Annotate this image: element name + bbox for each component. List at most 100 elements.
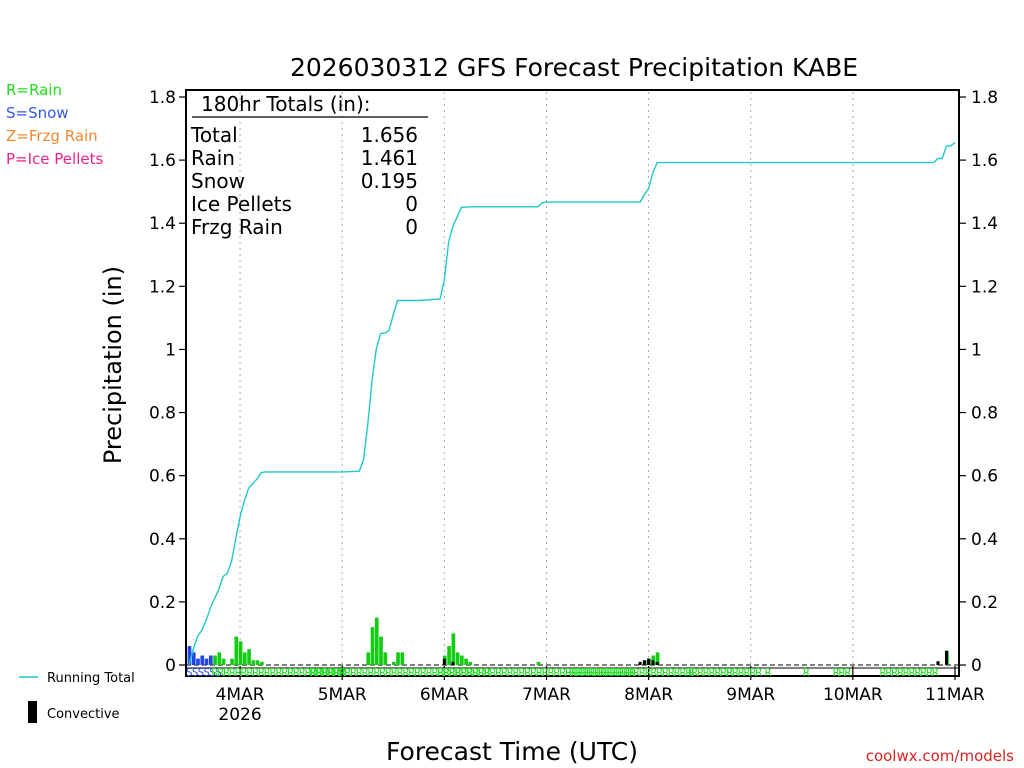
y-tick-label-right: 1.2 (971, 277, 998, 297)
totals-snow-label: Snow (191, 169, 245, 193)
snow-bar (200, 655, 205, 665)
rain-bar (374, 617, 379, 665)
x-tick-label: 7MAR (522, 685, 571, 705)
x-axis-label: Forecast Time (UTC) (386, 737, 638, 766)
x-tick-label: 10MAR (823, 685, 883, 705)
running-total-legend-label: Running Total (47, 671, 135, 686)
snow-bar (196, 658, 200, 665)
precip-type-mark: R (688, 666, 695, 679)
convective-bar (651, 660, 655, 665)
y-tick-label-right: 0.2 (971, 593, 998, 613)
gridlines (186, 92, 959, 669)
y-tick-label-left: 0.6 (149, 467, 176, 487)
plot-frame (185, 89, 960, 677)
totals-snow-value: 0.195 (361, 169, 418, 193)
precip-type-mark: RRRRRRRRRRRRRRRRRRRRRRRRRRRRRRRRRR (437, 666, 636, 679)
y-tick-label-left: 1 (165, 340, 176, 360)
y-tick-label-left: 0.2 (149, 593, 176, 613)
totals-ice-label: Ice Pellets (191, 192, 292, 216)
x-tick-sublabel: 2026 (218, 705, 261, 725)
x-tick-label: 5MAR (318, 685, 367, 705)
precip-type-mark: SSSSSS (186, 666, 221, 679)
rain-bar (238, 641, 243, 665)
totals-frzg-label: Frzg Rain (191, 215, 283, 239)
rain-bar (255, 660, 260, 665)
rain-bar (230, 658, 234, 665)
y-tick-label-left: 1.8 (149, 88, 176, 108)
precip-type-mark: R (803, 666, 810, 679)
rain-bar (234, 636, 239, 665)
x-tick-label: 6MAR (420, 685, 469, 705)
rain-bar (536, 661, 541, 665)
y-tick-label-right: 1.8 (971, 88, 998, 108)
x-tick-label: 4MAR (216, 685, 265, 705)
y-tick-label-left: 0 (165, 656, 176, 676)
convective-legend-label: Convective (47, 707, 120, 722)
legend-rain: R=Rain (6, 81, 62, 99)
running-total-line (188, 141, 956, 666)
convective-bar (936, 661, 940, 665)
rain-bar (370, 627, 375, 665)
rain-bar (379, 636, 383, 665)
y-tick-label-right: 0.4 (971, 530, 998, 550)
convective-bar (451, 661, 455, 665)
rain-bar (460, 655, 464, 665)
rain-bar (217, 652, 222, 665)
y-tick-label-left: 1.6 (149, 151, 176, 171)
y-tick-label-left: 0.8 (149, 404, 176, 424)
y-tick-label-right: 1.6 (971, 151, 998, 171)
x-tick-label: 9MAR (726, 685, 775, 705)
chart-title: 2026030312 GFS Forecast Precipitation KA… (290, 53, 858, 82)
snow-bar (208, 655, 213, 665)
convective-bar (638, 661, 642, 665)
y-tick-label-right: 1.4 (971, 214, 998, 234)
rain-bar (468, 661, 473, 665)
convective-swatch (28, 701, 37, 723)
precip-type-legend: R=Rain S=Snow Z=Frzg Rain P=Ice Pellets (6, 81, 103, 168)
precip-type-mark: RRRRRRRRRRRRRRRRRRRRRRR (212, 666, 347, 679)
totals-header: 180hr Totals (in): (201, 92, 371, 116)
y-tick-label-left: 1.4 (149, 214, 176, 234)
y-axis-label: Precipitation (in) (99, 266, 127, 464)
rain-bar (396, 652, 400, 665)
snow-bar (191, 652, 196, 665)
rain-bar (391, 661, 396, 665)
convective-bar (642, 660, 646, 665)
y-axis-ticks: 0 00.2 0.20.4 0.40.6 0.60.8 0.81 11.2 1.21.4 1.4… (149, 88, 998, 676)
x-tick-label: 11MAR (925, 685, 985, 705)
y-tick-label-right: 1 (971, 340, 982, 360)
legend-snow: S=Snow (6, 104, 69, 122)
precip-type-mark: RRRRRRRRRRRRRRRRRRRRRRRRRRRRRRRRR (569, 666, 762, 679)
snow-bar (187, 646, 192, 665)
y-tick-label-left: 1.2 (149, 277, 176, 297)
precip-type-mark: RRRRRRRRRRRRRRRRRRRRRRRRRRRRRRR (309, 666, 491, 679)
convective-bars (442, 650, 948, 665)
precip-type-mark: R (765, 666, 772, 679)
totals-total-value: 1.656 (361, 123, 418, 147)
rain-bar (247, 649, 251, 665)
rain-bar (366, 652, 371, 665)
rain-bar (447, 646, 451, 665)
totals-total-label: Total (190, 123, 238, 147)
y-tick-label-right: 0.6 (971, 467, 998, 487)
rain-bar (400, 652, 405, 665)
rain-bar (455, 652, 460, 665)
rain-bar (221, 658, 226, 665)
series-legend: Running Total Convective (19, 671, 135, 723)
totals-frzg-value: 0 (405, 215, 418, 239)
precip-type-marks: SSSSSSRRRRRRRRRRRRRRRRRRRRRRRRRRRRRRRRRR… (186, 666, 940, 679)
rain-bar (464, 658, 468, 665)
convective-bar (655, 661, 659, 665)
totals-box: 180hr Totals (in): Total 1.656 Rain 1.46… (190, 92, 428, 239)
legend-frzg-rain: Z=Frzg Rain (6, 127, 98, 145)
rain-bar (213, 655, 217, 665)
rain-bar (383, 652, 388, 665)
rain-bar (260, 661, 264, 665)
rain-bar (242, 652, 247, 665)
precip-type-mark: R (726, 666, 733, 679)
precip-type-mark: RRRRRRRRRR (880, 666, 939, 679)
snow-bar (204, 658, 209, 665)
y-tick-label-right: 0 (971, 656, 982, 676)
